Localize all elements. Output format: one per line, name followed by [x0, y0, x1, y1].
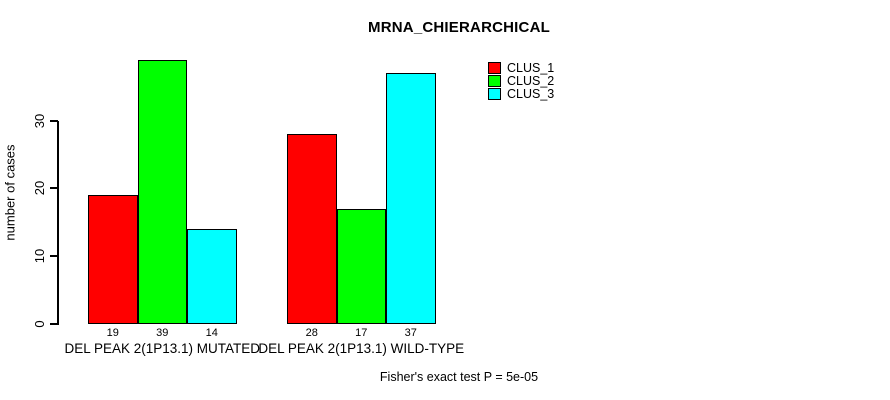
- legend-swatch-clus_3: [488, 88, 501, 100]
- bar-value-label: 37: [404, 327, 417, 339]
- y-axis-tick-label: 30: [32, 113, 47, 128]
- legend-swatch-clus_2: [488, 75, 501, 87]
- bar-clus_1-group2: [287, 134, 337, 324]
- y-axis-tick-label: 0: [32, 320, 47, 328]
- chart-legend: CLUS_1 CLUS_2 CLUS_3: [488, 61, 555, 101]
- legend-label: CLUS_1: [507, 61, 555, 75]
- y-axis-tick-label: 20: [32, 181, 47, 196]
- legend-swatch-clus_1: [488, 62, 501, 74]
- legend-label: CLUS_2: [507, 74, 555, 88]
- legend-row: CLUS_2: [488, 74, 555, 88]
- bar-value-label: 28: [305, 327, 318, 339]
- bar-value-label: 19: [106, 327, 119, 339]
- y-axis-tick: [50, 187, 58, 190]
- y-axis-label: number of cases: [2, 144, 18, 241]
- bar-clus_2-group1: [137, 59, 187, 324]
- category-label: DEL PEAK 2(1P13.1) WILD-TYPE: [258, 341, 465, 356]
- chart-title: MRNA_CHIERARCHICAL: [368, 19, 550, 36]
- y-axis-tick-label: 10: [32, 248, 47, 264]
- bar-value-label: 17: [355, 327, 368, 339]
- y-axis-tick: [50, 255, 58, 258]
- bar-value-label: 39: [156, 327, 169, 339]
- statistics-annotation: Fisher's exact test P = 5e-05: [379, 370, 539, 384]
- bar-clus_1-group1: [88, 195, 138, 324]
- category-label: DEL PEAK 2(1P13.1) MUTATED: [64, 341, 261, 356]
- bar-value-label: 14: [205, 327, 218, 339]
- y-axis-line: [57, 120, 59, 325]
- legend-label: CLUS_3: [507, 87, 555, 101]
- y-axis-tick: [50, 323, 58, 325]
- bar-clus_3-group2: [386, 73, 436, 324]
- legend-row: CLUS_3: [488, 87, 555, 101]
- y-axis-tick: [50, 119, 58, 122]
- bar-clus_3-group1: [187, 229, 237, 324]
- bar-clus_2-group2: [336, 208, 386, 324]
- legend-row: CLUS_1: [488, 61, 555, 75]
